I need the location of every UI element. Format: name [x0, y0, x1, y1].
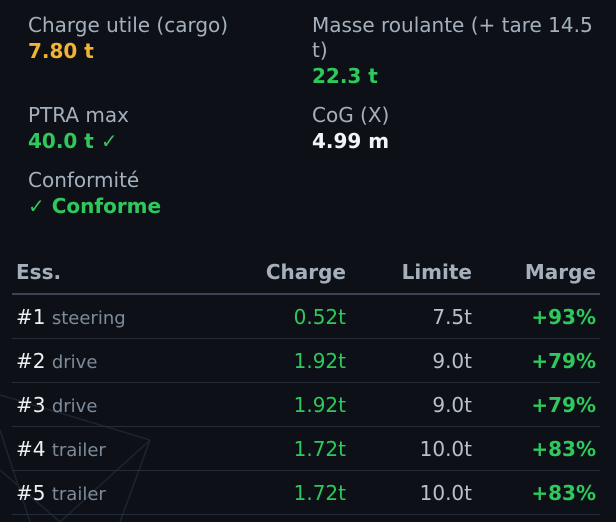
cog-value: 4.99 m	[312, 129, 390, 153]
cog-stat: CoG (X) 4.99 m	[312, 103, 389, 155]
axle-cell: #2 drive	[12, 338, 216, 383]
cargo-value: 7.80 t	[28, 39, 94, 63]
charge-cell: 1.72t	[216, 470, 346, 515]
limit-cell: 7.5t	[346, 294, 472, 339]
axle-number: #2	[16, 348, 46, 373]
axle-number: #4	[16, 436, 46, 461]
table-row: #2 drive 1.92t 9.0t +79%	[12, 338, 600, 383]
table-row: #5 trailer 1.72t 10.0t +83%	[12, 470, 600, 515]
rolling-mass-stat: Masse roulante (+ tare 14.5 t) 22.3 t	[312, 13, 602, 90]
axle-cell: #4 trailer	[12, 426, 216, 471]
margin-cell: +79%	[472, 338, 600, 383]
limit-cell: 10.0t	[346, 470, 472, 515]
axle-type: drive	[51, 395, 98, 417]
ptra-value: 40.0 t ✓	[28, 129, 118, 153]
compliance-value: ✓ Conforme	[28, 194, 162, 218]
axle-cell: #3 drive	[12, 382, 216, 427]
axle-cell: #5 trailer	[12, 470, 216, 515]
table-row: #4 trailer 1.72t 10.0t +83%	[12, 426, 600, 471]
margin-cell: +93%	[472, 294, 600, 339]
axle-type: drive	[51, 351, 98, 373]
compliance-label: Conformité	[28, 168, 140, 192]
axle-type: trailer	[51, 483, 106, 505]
limit-cell: 9.0t	[346, 382, 472, 427]
axle-load-table: Ess. Charge Limite Marge #1 steering 0.5…	[12, 251, 600, 515]
header-charge: Charge	[216, 251, 346, 295]
margin-cell: +83%	[472, 426, 600, 471]
rolling-mass-label: Masse roulante (+ tare 14.5 t)	[312, 13, 593, 62]
limit-cell: 9.0t	[346, 338, 472, 383]
margin-cell: +79%	[472, 382, 600, 427]
table-row: #3 drive 1.92t 9.0t +79%	[12, 382, 600, 427]
header-axle: Ess.	[12, 251, 216, 295]
table-header-row: Ess. Charge Limite Marge	[12, 251, 600, 295]
table-row: #1 steering 0.52t 7.5t +93%	[12, 294, 600, 339]
header-limit: Limite	[346, 251, 472, 295]
cargo-stat: Charge utile (cargo) 7.80 t	[28, 13, 228, 65]
header-margin: Marge	[472, 251, 600, 295]
axle-cell: #1 steering	[12, 294, 216, 339]
charge-cell: 1.72t	[216, 426, 346, 471]
charge-cell: 0.52t	[216, 294, 346, 339]
cog-label: CoG (X)	[312, 103, 390, 127]
limit-cell: 10.0t	[346, 426, 472, 471]
cargo-label: Charge utile (cargo)	[28, 13, 229, 37]
axle-type: trailer	[51, 439, 106, 461]
ptra-label: PTRA max	[28, 103, 129, 127]
axle-number: #5	[16, 480, 46, 505]
charge-cell: 1.92t	[216, 382, 346, 427]
ptra-stat: PTRA max 40.0 t ✓	[28, 103, 129, 155]
rolling-mass-value: 22.3 t	[312, 64, 378, 88]
axle-type: steering	[51, 307, 126, 329]
compliance-stat: Conformité ✓ Conforme	[28, 168, 161, 220]
axle-number: #1	[16, 304, 46, 329]
axle-number: #3	[16, 392, 46, 417]
margin-cell: +83%	[472, 470, 600, 515]
charge-cell: 1.92t	[216, 338, 346, 383]
